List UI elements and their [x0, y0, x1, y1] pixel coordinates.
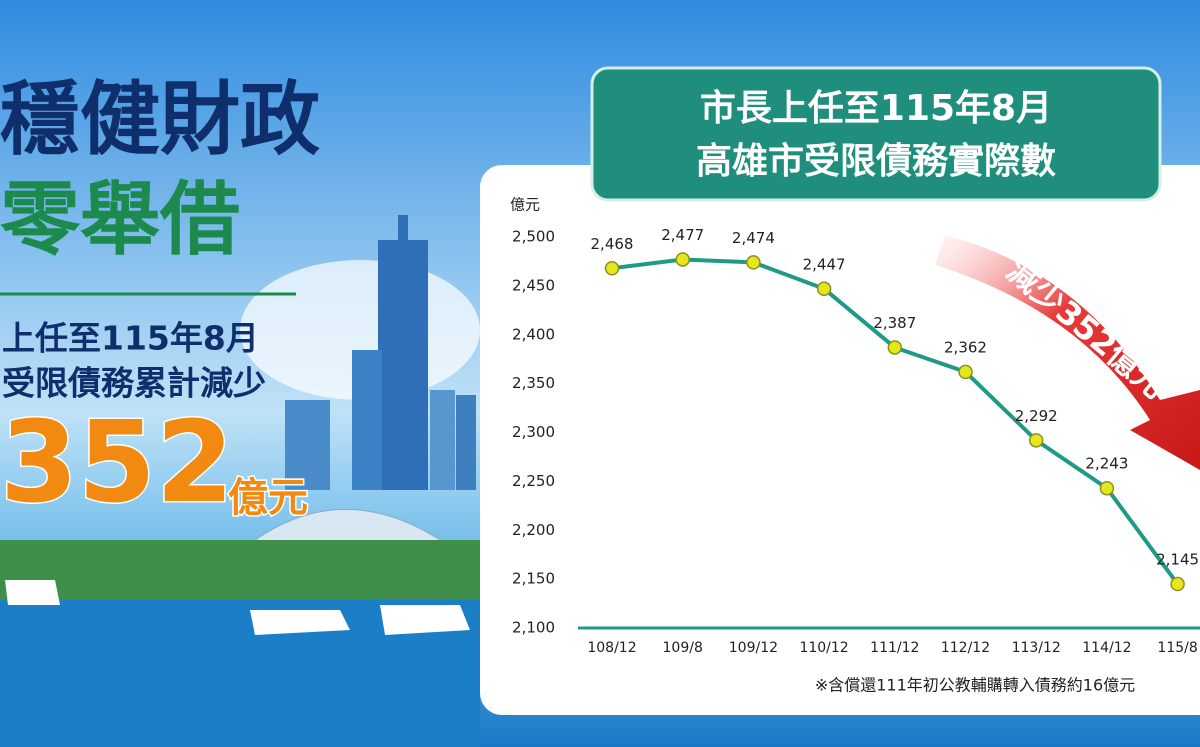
data-label: 2,477 — [661, 226, 704, 244]
x-tick-label: 115/8 — [1157, 640, 1197, 656]
city-illustration — [0, 215, 480, 747]
data-point — [887, 340, 903, 355]
data-point — [1170, 576, 1185, 592]
data-label: 2,468 — [591, 235, 634, 253]
headline-sub1: 上任至115年8月 — [2, 319, 259, 358]
chart-card — [480, 165, 1200, 715]
chart-title-line2: 高雄市受限債務實際數 — [696, 140, 1056, 182]
data-point — [1099, 480, 1115, 496]
data-label: 2,243 — [1085, 455, 1128, 473]
data-point — [746, 255, 761, 270]
y-tick-label: 2,200 — [512, 521, 555, 539]
data-point — [1028, 433, 1044, 448]
chart-title-banner — [590, 66, 1162, 202]
x-tick-label: 112/12 — [941, 640, 990, 656]
y-tick-label: 2,150 — [512, 570, 555, 588]
decrease-arrow — [935, 235, 1200, 470]
headline-sub2: 受限債務累計減少 — [2, 364, 266, 403]
data-label: 2,474 — [732, 229, 775, 247]
y-axis-label: 億元 — [510, 196, 540, 214]
x-tick-label: 113/12 — [1012, 640, 1061, 656]
y-tick-label: 2,100 — [512, 619, 555, 637]
chart-title-line1: 市長上任至115年8月 — [700, 88, 1052, 129]
y-tick-label: 2,350 — [512, 374, 555, 392]
x-tick-label: 110/12 — [799, 640, 848, 656]
data-label: 2,292 — [1015, 407, 1058, 425]
y-tick-label: 2,450 — [512, 276, 555, 294]
y-tick-label: 2,400 — [512, 325, 555, 343]
y-tick-label: 2,500 — [512, 228, 555, 246]
y-tick-label: 2,250 — [512, 472, 555, 490]
data-point — [958, 364, 973, 380]
data-point — [675, 252, 690, 267]
data-label: 2,387 — [873, 314, 916, 332]
data-label: 2,362 — [944, 338, 987, 356]
headline-line1: 穩健財政 — [0, 73, 320, 166]
x-tick-label: 108/12 — [587, 640, 636, 656]
x-tick-label: 109/8 — [663, 640, 703, 656]
y-tick-label: 2,300 — [512, 423, 555, 441]
x-tick-label: 111/12 — [870, 640, 919, 656]
data-point — [816, 281, 832, 297]
headline-line2: 零舉借 — [0, 173, 240, 266]
x-tick-label: 109/12 — [729, 640, 778, 656]
x-tick-label: 114/12 — [1082, 640, 1131, 656]
big-unit: 億元 — [228, 475, 308, 521]
footnote: ※含償還111年初公教輔購轉入債務約16億元 — [815, 676, 1135, 695]
data-point — [604, 261, 620, 276]
data-label: 2,145 — [1156, 551, 1199, 569]
big-number: 352 — [0, 398, 234, 528]
data-label: 2,447 — [803, 255, 846, 273]
